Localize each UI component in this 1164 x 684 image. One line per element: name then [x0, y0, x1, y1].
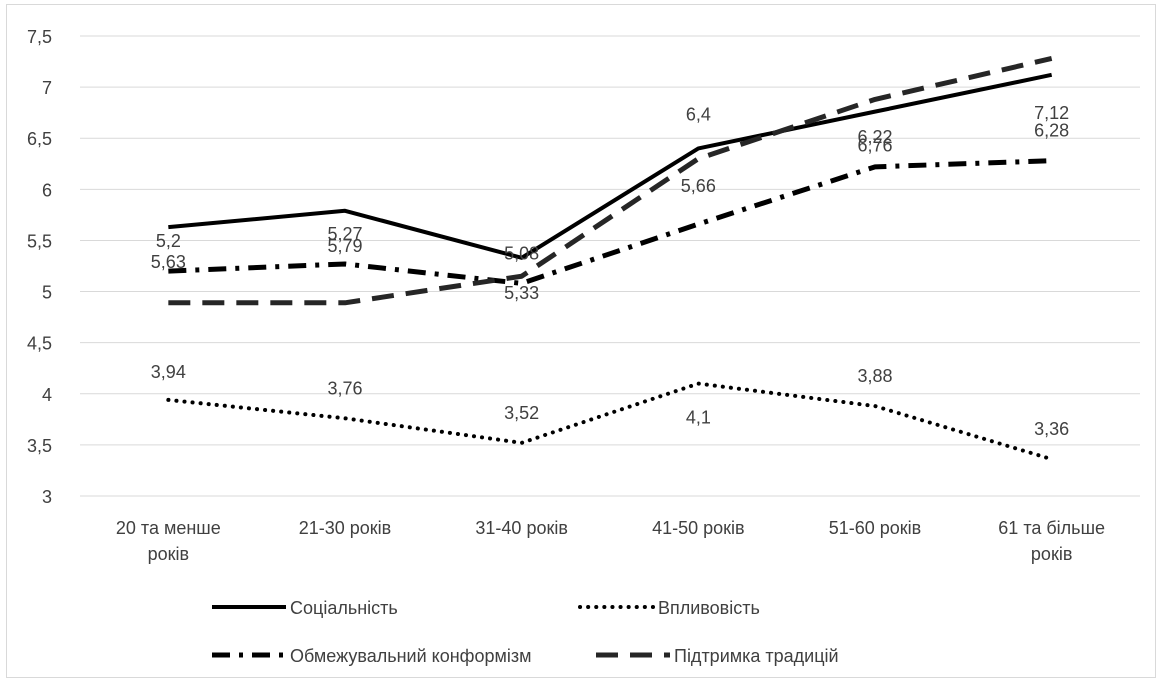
y-tick-label: 4,5 [27, 334, 52, 354]
data-label: 5,08 [504, 243, 539, 263]
chart-frame [6, 4, 1156, 678]
data-label: 3,52 [504, 403, 539, 423]
data-label: 3,36 [1034, 419, 1069, 439]
legend: Соціальність Впливовість Обмежувальний кон… [212, 598, 839, 666]
data-label: 5,33 [504, 283, 539, 303]
legend-label: Підтримка традицій [674, 646, 839, 666]
legend-label: Обмежувальний конформізм [290, 646, 532, 666]
y-tick-label: 7,5 [27, 27, 52, 47]
y-tick-label: 3,5 [27, 436, 52, 456]
y-tick-label: 4 [42, 385, 52, 405]
x-tick-label: 61 та більше років [998, 518, 1105, 564]
data-label: 4,1 [686, 408, 711, 428]
y-tick-label: 3 [42, 487, 52, 507]
y-tick-label: 5 [42, 283, 52, 303]
series-lines [166, 56, 1054, 462]
y-tick-label: 5,5 [27, 231, 52, 251]
gridlines [80, 35, 1140, 497]
x-tick-label: 51-60 років [829, 518, 922, 538]
y-tick-label: 7 [42, 78, 52, 98]
data-label: 6,22 [857, 127, 892, 147]
legend-label: Соціальність [290, 598, 398, 618]
x-tick-label: 41-50 років [652, 518, 745, 538]
y-axis-tick-labels: 3 3,5 4 4,5 5 5,5 6 6,5 7 7,5 [27, 27, 52, 507]
data-label: 6,76 [857, 136, 892, 156]
data-label: 5,27 [327, 224, 362, 244]
data-label: 6,28 [1034, 121, 1069, 141]
data-label: 6,4 [686, 104, 711, 124]
data-labels: 5,63 5,79 5,33 6,4 6,76 7,12 3,94 3,76 3,52 4,1 3,… [151, 103, 1069, 439]
data-label: 5,79 [327, 236, 362, 256]
series-line-3 [168, 158, 1052, 286]
data-label: 7,12 [1034, 103, 1069, 123]
x-tick-label: 31-40 років [475, 518, 568, 538]
series-line-1 [168, 72, 1053, 260]
data-label: 3,76 [327, 378, 362, 398]
data-label: 3,88 [857, 366, 892, 386]
data-label: 3,94 [151, 362, 186, 382]
x-tick-label: 20 та менше років [116, 518, 221, 564]
data-label: 5,2 [156, 231, 181, 251]
legend-label: Впливовість [658, 598, 760, 618]
y-tick-label: 6,5 [27, 129, 52, 149]
x-axis-tick-labels: 20 та менше років 21-30 років 31-40 років 41… [116, 518, 1105, 564]
series-line-2 [166, 381, 1054, 462]
y-tick-label: 6 [42, 180, 52, 200]
series-line-4 [168, 56, 1053, 306]
data-label: 5,66 [681, 176, 716, 196]
x-tick-label: 21-30 років [299, 518, 392, 538]
data-label: 5,63 [151, 252, 186, 272]
